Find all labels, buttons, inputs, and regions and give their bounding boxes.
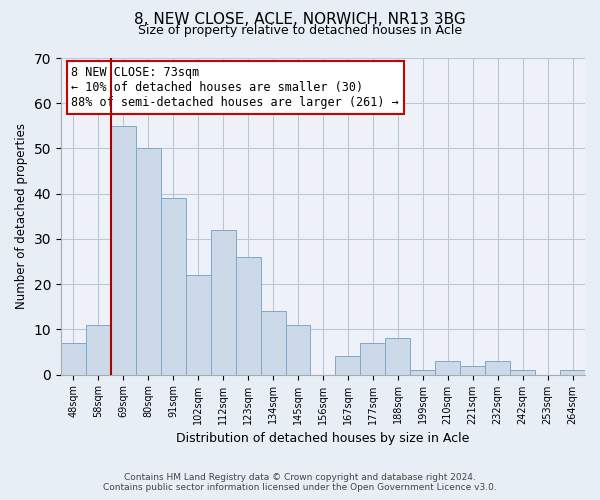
Bar (385, 338, 410, 374)
Bar (460, 366, 485, 374)
Bar (361, 343, 385, 374)
Bar (86, 325, 111, 374)
Bar (185, 275, 211, 374)
X-axis label: Distribution of detached houses by size in Acle: Distribution of detached houses by size … (176, 432, 470, 445)
Bar (560, 370, 585, 374)
Text: Contains HM Land Registry data © Crown copyright and database right 2024.
Contai: Contains HM Land Registry data © Crown c… (103, 473, 497, 492)
Bar (161, 198, 185, 374)
Y-axis label: Number of detached properties: Number of detached properties (15, 124, 28, 310)
Bar (510, 370, 535, 374)
Bar (111, 126, 136, 374)
Text: Size of property relative to detached houses in Acle: Size of property relative to detached ho… (138, 24, 462, 37)
Bar (236, 257, 260, 374)
Bar (410, 370, 435, 374)
Text: 8 NEW CLOSE: 73sqm
← 10% of detached houses are smaller (30)
88% of semi-detache: 8 NEW CLOSE: 73sqm ← 10% of detached hou… (71, 66, 399, 109)
Bar (260, 312, 286, 374)
Bar (211, 230, 236, 374)
Bar (286, 325, 310, 374)
Bar (435, 361, 460, 374)
Bar (485, 361, 510, 374)
Bar (136, 148, 161, 374)
Text: 8, NEW CLOSE, ACLE, NORWICH, NR13 3BG: 8, NEW CLOSE, ACLE, NORWICH, NR13 3BG (134, 12, 466, 28)
Bar (61, 343, 86, 374)
Bar (335, 356, 361, 374)
